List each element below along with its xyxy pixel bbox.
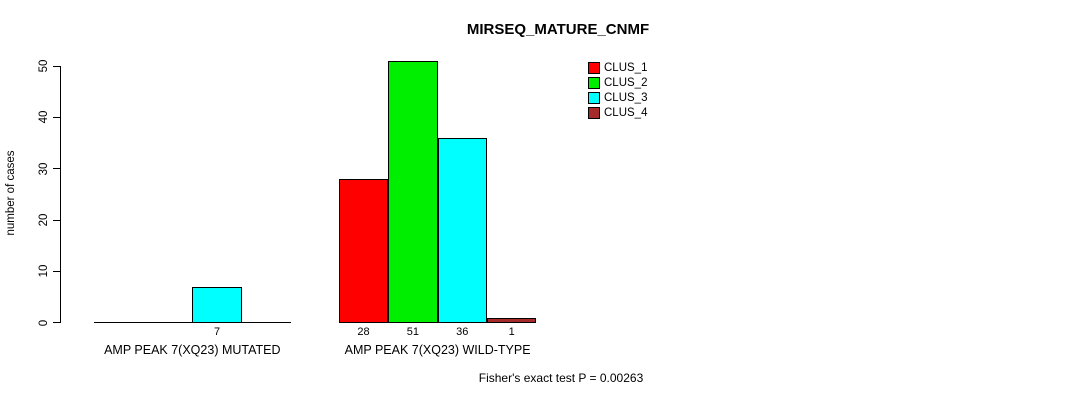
bar-value-label: 36: [456, 325, 469, 338]
legend-swatch-icon: [588, 61, 600, 74]
y-tick-label: 40: [37, 111, 50, 124]
y-axis-label: number of cases: [5, 150, 17, 236]
legend-row: CLUS_3: [588, 90, 647, 105]
legend-swatch-icon: [588, 76, 600, 89]
y-tick-label: 10: [37, 265, 50, 278]
bar-value-label: 28: [357, 325, 370, 338]
bar: [192, 287, 242, 324]
bar-value-label: 51: [406, 325, 420, 338]
y-tick: [52, 270, 60, 272]
legend-row: CLUS_2: [588, 75, 647, 90]
bar-value-label: 1: [508, 325, 515, 338]
bar: [437, 138, 487, 324]
chart-title: MIRSEQ_MATURE_CNMF: [466, 21, 650, 38]
y-tick: [52, 322, 60, 324]
group-axis-label: AMP PEAK 7(XQ23) MUTATED: [104, 342, 281, 357]
legend-swatch-icon: [588, 91, 600, 104]
y-tick: [52, 219, 60, 221]
bar-value-label: 7: [213, 325, 221, 338]
y-tick: [52, 168, 60, 170]
y-tick-label: 50: [37, 59, 50, 73]
y-tick-label: 30: [37, 162, 50, 176]
legend-row: CLUS_1: [588, 60, 647, 75]
legend-label: CLUS_2: [604, 76, 648, 89]
bar: [338, 179, 389, 324]
legend-label: CLUS_1: [604, 61, 648, 74]
group-axis-label: AMP PEAK 7(XQ23) WILD-TYPE: [344, 342, 531, 357]
y-axis-line: [59, 65, 61, 324]
y-tick-label: 0: [37, 319, 50, 326]
bar: [487, 318, 537, 324]
legend-swatch-icon: [588, 106, 600, 119]
legend-label: CLUS_3: [604, 91, 648, 104]
y-tick-label: 20: [37, 213, 50, 227]
legend-row: CLUS_4: [588, 105, 647, 120]
legend-label: CLUS_4: [604, 106, 648, 119]
legend: CLUS_1 CLUS_2 CLUS_3 CLUS_4: [588, 60, 647, 120]
y-tick: [52, 65, 60, 67]
bar: [388, 61, 438, 324]
y-tick: [52, 116, 60, 118]
fisher-test-annotation: Fisher's exact test P = 0.00263: [478, 371, 644, 385]
